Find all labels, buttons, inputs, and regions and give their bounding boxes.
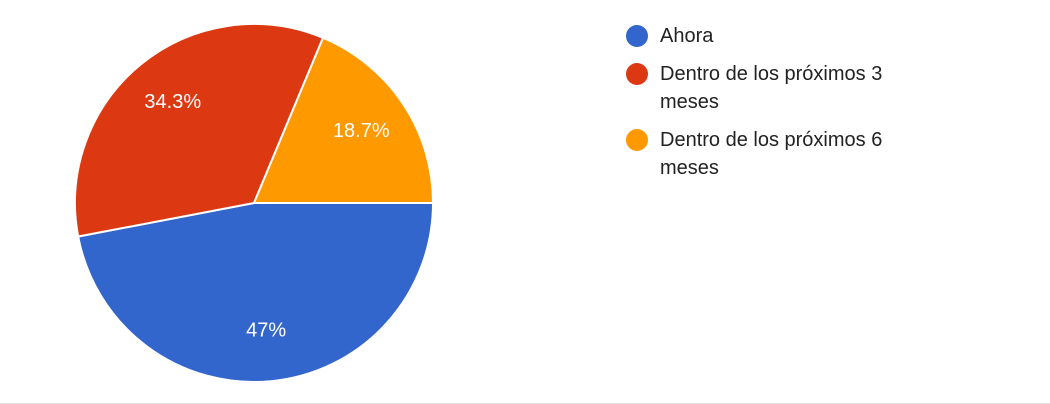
legend-item: Dentro de los próximos 3 meses <box>626 60 946 116</box>
legend-item: Ahora <box>626 22 946 50</box>
legend-item: Dentro de los próximos 6 meses <box>626 126 946 182</box>
legend-swatch <box>626 25 648 47</box>
legend-swatch <box>626 129 648 151</box>
legend-label: Dentro de los próximos 3 meses <box>660 63 883 113</box>
data-label: 18.7% <box>333 120 390 142</box>
legend-label: Ahora <box>660 25 714 47</box>
legend-swatch <box>626 63 648 85</box>
pie-slice <box>76 202 435 383</box>
legend: Ahora Dentro de los próximos 3 meses Dentr… <box>626 22 946 192</box>
data-label: 34.3% <box>144 91 201 113</box>
legend-label: Dentro de los próximos 6 meses <box>660 129 883 179</box>
pie-slice <box>252 36 435 204</box>
data-label: 47% <box>246 320 286 342</box>
pie-slice <box>74 23 325 238</box>
